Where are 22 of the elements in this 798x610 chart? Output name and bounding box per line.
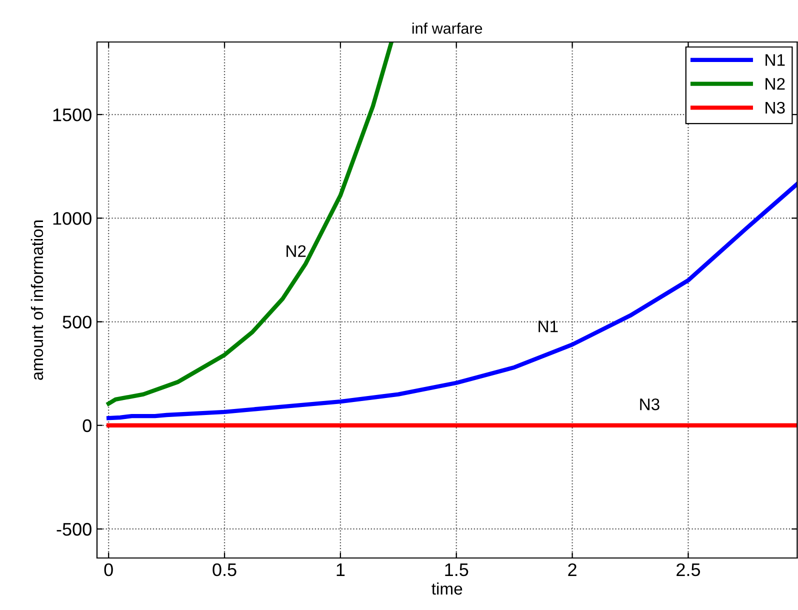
x-tick-label: 0	[104, 563, 113, 576]
annotation: N1	[538, 320, 558, 332]
x-tick-label: 1	[336, 564, 345, 576]
line-series	[106, 182, 798, 420]
y-tick-label: 1000	[53, 212, 92, 225]
y-tick-label: 0	[82, 419, 92, 432]
x-tick-label: 1.5	[445, 564, 468, 576]
x-axis-title: time	[432, 582, 462, 595]
x-tick-label: 2.5	[676, 563, 700, 576]
x-tick-label: 2	[568, 563, 576, 576]
y-axis-title: amount of information	[30, 220, 44, 380]
y-tick-label: -500	[56, 522, 92, 536]
x-tick-label: 0.5	[212, 563, 236, 576]
legend-label: N2	[766, 78, 785, 90]
legend-label: N1	[766, 54, 785, 66]
annotation: N3	[640, 398, 660, 410]
legend-label: N3	[766, 102, 785, 114]
chart-title: inf warfare	[412, 22, 482, 34]
y-tick-label: 1500	[53, 108, 92, 122]
y-tick-label: 500	[62, 316, 92, 328]
annotation: N2	[286, 245, 306, 257]
line-series	[106, 42, 394, 406]
